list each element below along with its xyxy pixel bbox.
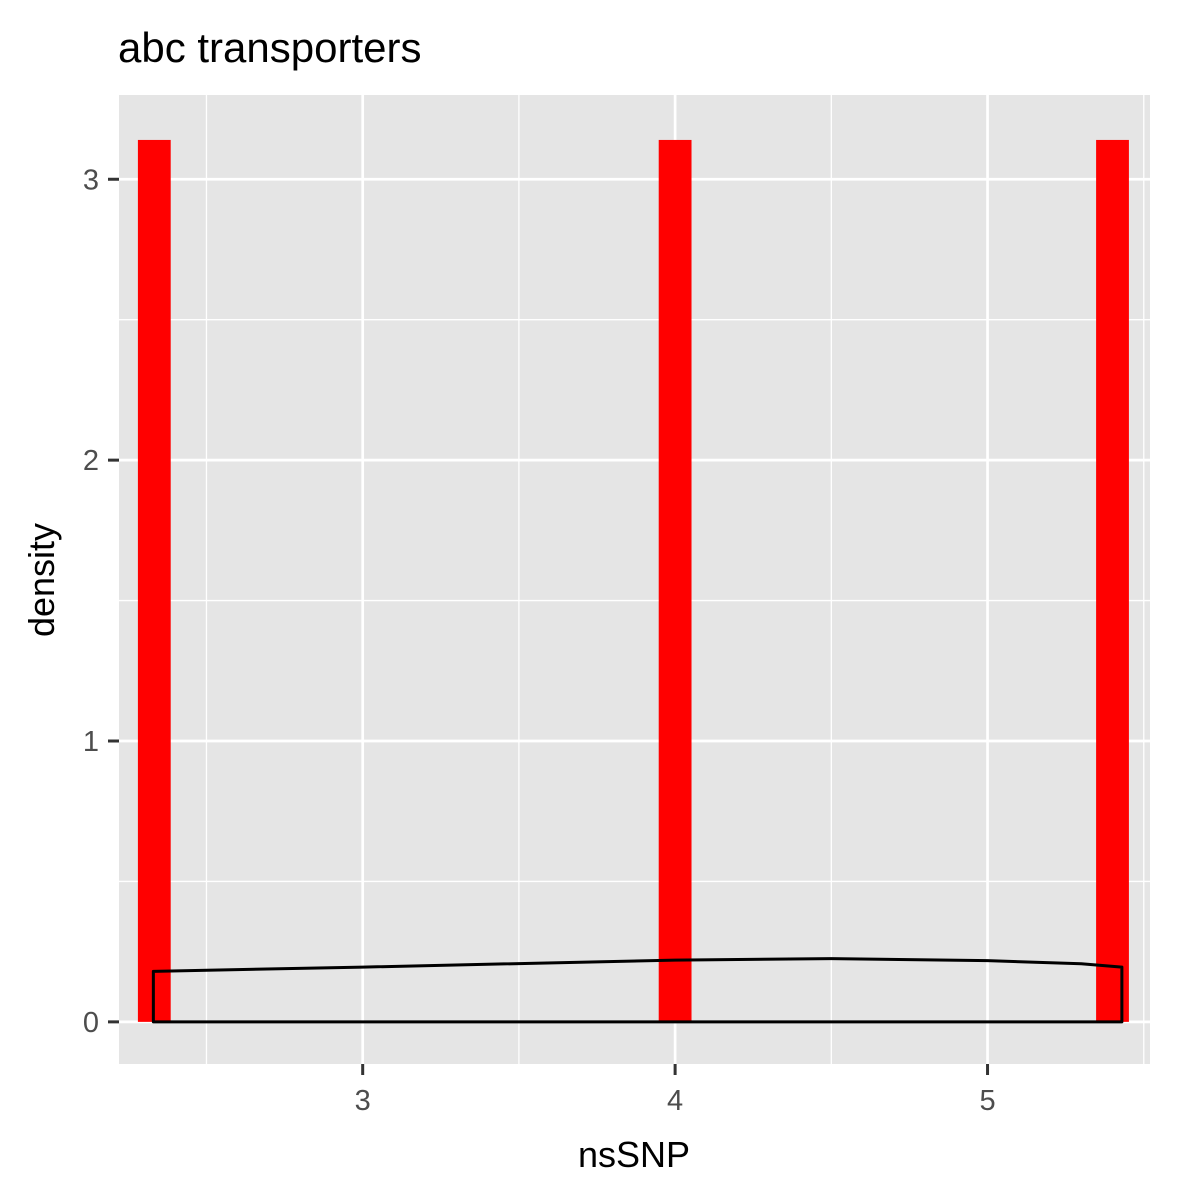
histogram-bar <box>1096 139 1129 1022</box>
minor-gridlines <box>119 95 1150 1064</box>
x-axis-title: nsSNP <box>578 1134 690 1175</box>
chart-title: abc transporters <box>118 24 421 71</box>
x-tick-label: 3 <box>355 1085 371 1117</box>
y-axis: 0 1 2 3 <box>83 164 119 1039</box>
histogram-bar <box>137 139 171 1022</box>
density-curve-path <box>151 957 1124 1024</box>
plot-panel <box>119 95 1150 1064</box>
histogram-bar <box>658 139 692 1022</box>
density-curve <box>151 957 1124 1024</box>
y-axis-title: density <box>21 523 62 637</box>
y-tick-label: 1 <box>83 726 99 758</box>
histogram-bars <box>137 139 1129 1022</box>
y-tick-label: 2 <box>83 445 99 477</box>
x-tick-label: 4 <box>667 1085 683 1117</box>
x-tick-label: 5 <box>979 1085 995 1117</box>
x-axis: 3 4 5 <box>355 1064 996 1117</box>
y-tick-label: 0 <box>83 1007 99 1039</box>
y-tick-label: 3 <box>83 164 99 196</box>
